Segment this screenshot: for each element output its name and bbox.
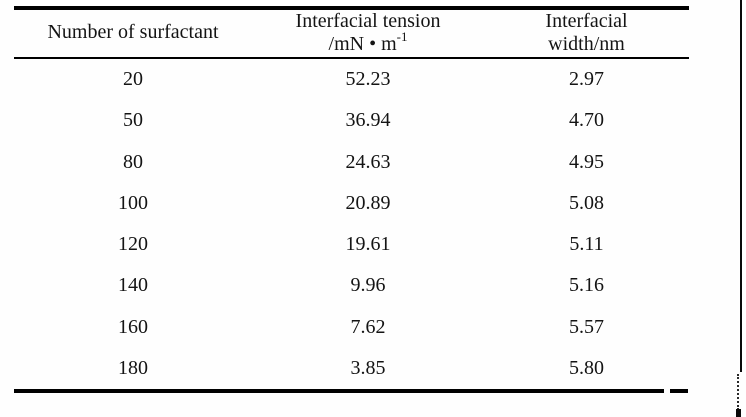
cell-interfacial-tension: 24.63	[345, 150, 391, 173]
cell-interfacial-width: 4.95	[569, 150, 604, 173]
header-separator-rule	[14, 57, 689, 59]
cell-interfacial-tension: 20.89	[345, 191, 391, 214]
header-label-number-of-surfactant: Number of surfactant	[47, 21, 219, 43]
table-top-rule	[14, 6, 689, 10]
cell-interfacial-tension: 3.85	[350, 356, 386, 379]
header-interfacial-tension: Interfacial tension /mN • m-1	[252, 9, 484, 56]
table-row: 120 19.61 5.11	[14, 224, 689, 265]
scan-edge-artifact-blob	[736, 409, 741, 417]
cell-number-of-surfactant: 140	[118, 274, 148, 297]
table-bottom-rule-dash	[670, 389, 688, 393]
cell-interfacial-tension: 52.23	[345, 68, 391, 91]
header-label-tension-unit: /mN • m-1	[328, 30, 408, 56]
cell-number-of-surfactant: 100	[118, 191, 148, 214]
table-header-row: Number of surfactant Interfacial tension…	[14, 9, 689, 56]
table-bottom-rule	[14, 389, 664, 393]
scan-edge-artifact-dots	[737, 374, 739, 410]
table-row: 50 36.94 4.70	[14, 100, 689, 141]
cell-interfacial-width: 5.57	[569, 315, 604, 338]
cell-interfacial-width: 4.70	[569, 109, 604, 132]
header-label-width-unit: width/nm	[548, 32, 625, 55]
cell-interfacial-width: 5.08	[569, 191, 604, 214]
cell-interfacial-width: 2.97	[569, 68, 604, 91]
cell-number-of-surfactant: 50	[123, 109, 143, 132]
scan-edge-artifact-line	[740, 0, 742, 372]
table-row: 20 52.23 2.97	[14, 59, 689, 100]
cell-interfacial-width: 5.80	[569, 356, 604, 379]
header-number-of-surfactant: Number of surfactant	[14, 9, 252, 56]
cell-interfacial-width: 5.11	[569, 233, 604, 256]
header-label-interfacial-width: Interfacial	[545, 9, 628, 32]
cell-number-of-surfactant: 160	[118, 315, 148, 338]
header-label-interfacial-tension: Interfacial tension	[295, 9, 441, 32]
cell-number-of-surfactant: 20	[123, 68, 143, 91]
table-row: 180 3.85 5.80	[14, 348, 689, 389]
cell-number-of-surfactant: 80	[123, 150, 143, 173]
cell-number-of-surfactant: 120	[118, 233, 148, 256]
table-body: 20 52.23 2.97 50 36.94 4.70 80 24.63 4.9…	[14, 59, 689, 389]
table-row: 100 20.89 5.08	[14, 183, 689, 224]
table-row: 160 7.62 5.57	[14, 307, 689, 348]
cell-number-of-surfactant: 180	[118, 356, 148, 379]
table-row: 140 9.96 5.16	[14, 265, 689, 306]
header-interfacial-width: Interfacial width/nm	[484, 9, 689, 56]
cell-interfacial-width: 5.16	[569, 274, 604, 297]
cell-interfacial-tension: 9.96	[350, 274, 386, 297]
unit-superscript: -1	[396, 28, 408, 44]
cell-interfacial-tension: 7.62	[350, 315, 386, 338]
cell-interfacial-tension: 19.61	[345, 233, 391, 256]
cell-interfacial-tension: 36.94	[345, 109, 391, 132]
unit-base: /mN • m	[328, 32, 397, 55]
table-row: 80 24.63 4.95	[14, 142, 689, 183]
